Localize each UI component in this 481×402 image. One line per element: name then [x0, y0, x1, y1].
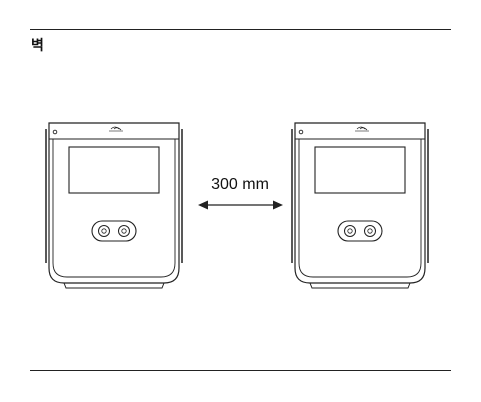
- device-left: [45, 122, 183, 289]
- top-divider: [30, 29, 451, 30]
- wall-label: 벽: [31, 38, 44, 54]
- device-right: [291, 122, 429, 289]
- bottom-divider: [30, 370, 451, 371]
- distance-label: 300 mm: [211, 176, 269, 193]
- double-arrow-icon: [198, 200, 283, 210]
